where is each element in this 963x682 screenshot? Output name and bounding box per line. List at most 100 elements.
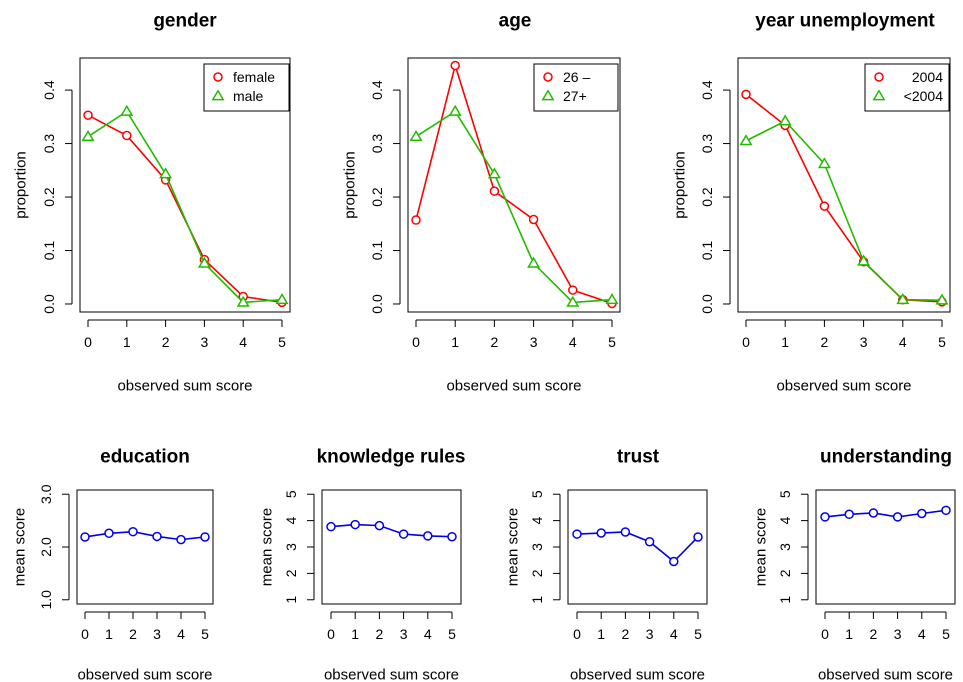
x-tick-label: 2 bbox=[821, 334, 829, 350]
x-axis-label: observed sum score bbox=[324, 667, 459, 682]
data-point bbox=[566, 295, 580, 307]
plot-frame bbox=[76, 489, 214, 605]
x-tick-label: 5 bbox=[448, 626, 456, 642]
x-tick-label: 2 bbox=[376, 626, 384, 642]
y-axis-label: mean score bbox=[753, 508, 770, 586]
legend-marker bbox=[541, 89, 555, 101]
y-tick-label: 0.4 bbox=[699, 80, 715, 100]
series-line-27+ bbox=[415, 110, 613, 304]
legend-label: 2004 bbox=[912, 69, 943, 85]
y-tick-label: 0.2 bbox=[699, 187, 715, 207]
y-tick-label: 2 bbox=[529, 569, 545, 577]
data-point bbox=[819, 201, 830, 211]
data-point bbox=[423, 531, 433, 541]
x-tick-label: 0 bbox=[412, 334, 420, 350]
x-tick-label: 1 bbox=[351, 626, 359, 642]
series-line-0 bbox=[330, 523, 453, 538]
x-tick-label: 3 bbox=[201, 334, 209, 350]
legend-box bbox=[203, 63, 290, 112]
chart-panel-4: knowledge rules observed sum score mean sc… bbox=[259, 447, 466, 682]
y-tick-label: 0.4 bbox=[369, 80, 385, 100]
x-tick-label: 1 bbox=[451, 334, 459, 350]
data-point bbox=[820, 512, 830, 522]
y-tick-label: 3 bbox=[529, 543, 545, 551]
legend-marker bbox=[874, 72, 884, 82]
x-tick-label: 5 bbox=[278, 334, 286, 350]
chart-title: education bbox=[100, 447, 190, 468]
x-tick-label: 3 bbox=[153, 626, 161, 642]
y-tick-label: 3.0 bbox=[38, 484, 54, 504]
x-tick-label: 0 bbox=[821, 626, 829, 642]
data-point bbox=[236, 295, 250, 307]
y-tick-label: 1 bbox=[529, 596, 545, 604]
data-point bbox=[411, 215, 421, 225]
y-tick-label: 5 bbox=[529, 490, 545, 498]
y-tick-label: 1.0 bbox=[38, 590, 54, 610]
x-tick-label: 4 bbox=[899, 334, 907, 350]
x-tick-label: 2 bbox=[622, 626, 630, 642]
y-tick-label: 0.1 bbox=[41, 241, 57, 261]
x-axis-label: observed sum score bbox=[818, 667, 953, 682]
data-point bbox=[275, 293, 289, 305]
series-line-male bbox=[87, 110, 283, 304]
x-tick-label: 1 bbox=[781, 334, 789, 350]
chart-panel-6: understanding observed sum score mean scor… bbox=[753, 447, 956, 682]
y-tick-label: 0.2 bbox=[41, 187, 57, 207]
plot-frame bbox=[737, 57, 951, 313]
x-tick-label: 0 bbox=[327, 626, 335, 642]
data-point bbox=[128, 526, 138, 537]
data-point bbox=[326, 521, 336, 532]
y-tick-label: 2 bbox=[283, 569, 299, 577]
y-axis-label: mean score bbox=[259, 508, 276, 586]
y-axis-label: mean score bbox=[12, 508, 29, 586]
y-tick-label: 4 bbox=[777, 517, 793, 525]
legend: 26 – 27+ bbox=[533, 63, 619, 112]
data-point bbox=[620, 527, 631, 537]
data-point bbox=[605, 293, 619, 305]
data-point bbox=[176, 534, 186, 545]
y-axis-label: mean score bbox=[505, 508, 522, 586]
x-tick-label: 1 bbox=[123, 334, 131, 350]
chart-title: knowledge rules bbox=[317, 447, 466, 468]
y-tick-label: 0.1 bbox=[369, 241, 385, 261]
y-tick-label: 0.1 bbox=[699, 241, 715, 261]
y-tick-label: 5 bbox=[283, 490, 299, 498]
plot-frame bbox=[79, 57, 291, 313]
data-point bbox=[568, 285, 578, 295]
x-tick-label: 4 bbox=[177, 626, 185, 642]
legend-label: female bbox=[233, 69, 275, 85]
y-axis-label: proportion bbox=[13, 151, 30, 219]
data-point bbox=[489, 186, 500, 196]
legend: 2004 <2004 bbox=[864, 63, 950, 112]
data-point bbox=[447, 531, 457, 542]
data-point bbox=[941, 505, 951, 516]
x-tick-label: 4 bbox=[239, 334, 247, 350]
x-tick-label: 3 bbox=[530, 334, 538, 350]
x-axis-label: observed sum score bbox=[117, 378, 252, 395]
data-point bbox=[778, 114, 792, 126]
legend-marker bbox=[872, 89, 886, 101]
legend-label: 26 – bbox=[563, 69, 590, 85]
x-tick-label: 4 bbox=[569, 334, 577, 350]
y-tick-label: 2.0 bbox=[38, 537, 54, 557]
x-tick-label: 1 bbox=[105, 626, 113, 642]
x-tick-label: 0 bbox=[573, 626, 581, 642]
y-tick-label: 4 bbox=[529, 517, 545, 525]
series-line-0 bbox=[576, 531, 699, 563]
chart-panel-2: year unemployment observed sum score propo… bbox=[672, 11, 951, 395]
x-axis-label: observed sum score bbox=[776, 378, 911, 395]
data-point bbox=[83, 110, 93, 120]
legend-label: male bbox=[233, 88, 264, 104]
series-line-0 bbox=[84, 530, 206, 541]
data-point bbox=[152, 531, 162, 542]
x-tick-label: 2 bbox=[129, 626, 137, 642]
data-point bbox=[80, 532, 90, 542]
data-point bbox=[81, 129, 95, 141]
y-tick-label: 1 bbox=[283, 596, 299, 604]
y-tick-label: 0.4 bbox=[41, 80, 57, 100]
data-point bbox=[596, 528, 606, 538]
x-axis-label: observed sum score bbox=[77, 667, 212, 682]
data-point bbox=[527, 256, 541, 268]
legend: female male bbox=[203, 63, 290, 112]
